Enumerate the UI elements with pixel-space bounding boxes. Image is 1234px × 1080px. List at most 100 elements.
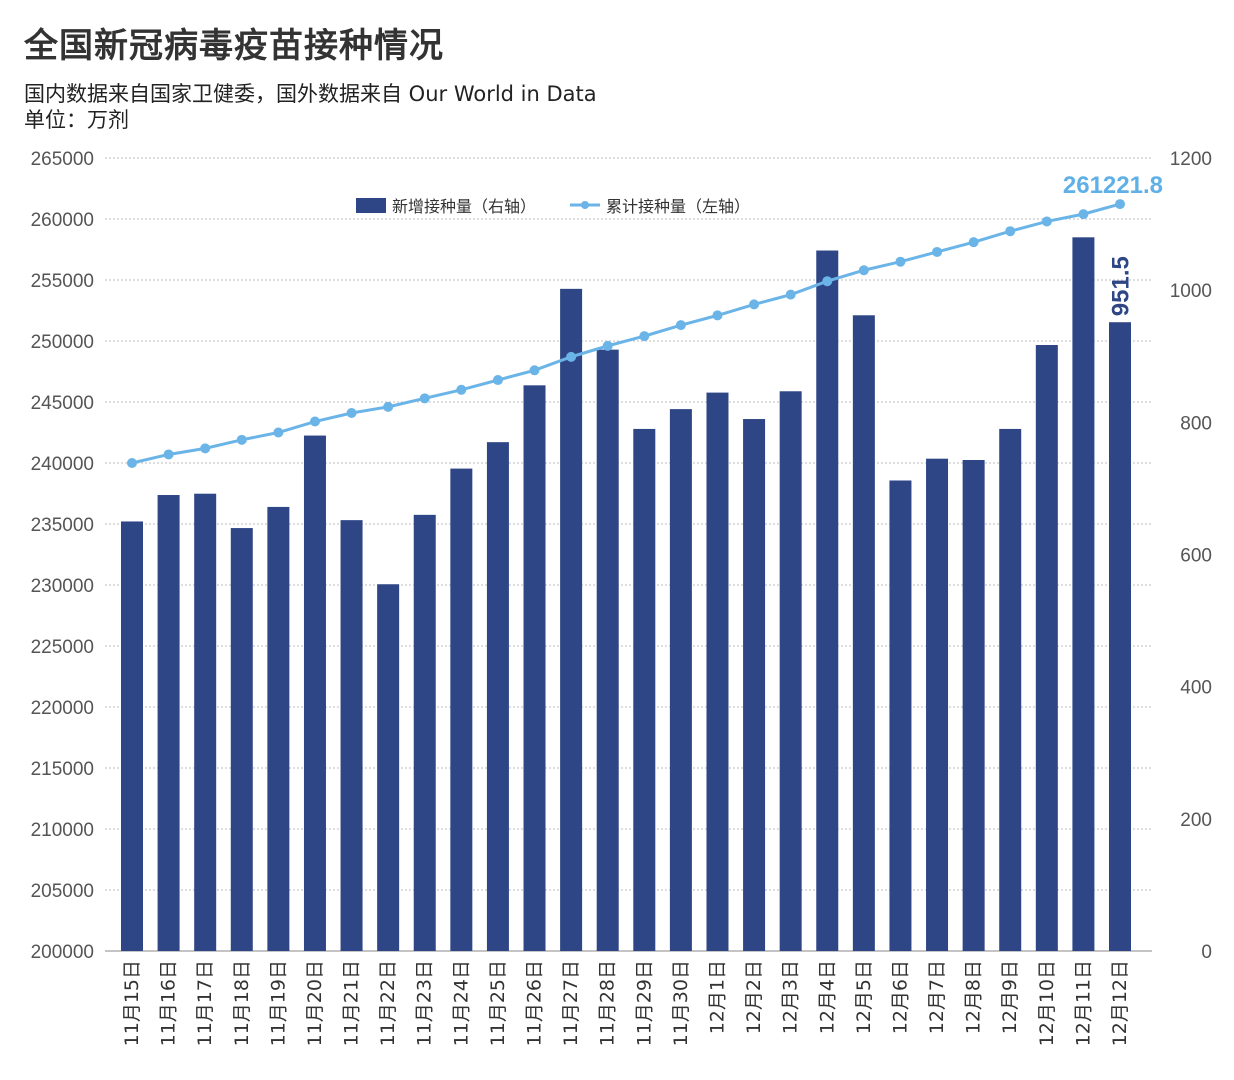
bar [486, 442, 509, 951]
x-axis-tick-label: 12月1日 [706, 960, 728, 1034]
line-point [639, 331, 650, 342]
x-axis-tick-label: 12月3日 [780, 960, 802, 1034]
x-axis-tick-label: 12月7日 [926, 960, 948, 1034]
x-axis-tick-label: 11月23日 [414, 960, 436, 1046]
bar [377, 584, 400, 951]
bar [303, 435, 326, 951]
bar [669, 409, 692, 951]
bar [852, 315, 875, 951]
bar [1035, 345, 1058, 951]
line-point [1005, 226, 1016, 237]
x-axis-tick-label: 12月8日 [963, 960, 985, 1034]
bar [596, 349, 619, 951]
left-axis-tick-label: 210000 [31, 820, 94, 841]
bar [523, 385, 546, 951]
x-axis-tick-label: 12月10日 [1036, 960, 1058, 1046]
line-point [858, 265, 869, 276]
left-axis-tick-label: 215000 [31, 759, 94, 780]
bar [560, 288, 583, 952]
x-axis-tick-label: 11月30日 [670, 960, 692, 1046]
line-point [383, 401, 394, 412]
line-point [785, 289, 796, 300]
x-axis-tick-label: 11月16日 [158, 960, 180, 1046]
x-axis-tick-label: 12月5日 [853, 960, 875, 1034]
legend-swatch-bar [356, 198, 386, 213]
legend-swatch-point [581, 201, 589, 209]
left-axis-tick-label: 220000 [31, 698, 94, 719]
left-axis-tick-label: 205000 [31, 881, 94, 902]
x-axis-tick-label: 11月22日 [377, 960, 399, 1046]
bar [1072, 237, 1095, 952]
bar [889, 480, 912, 951]
x-axis-tick-label: 12月2日 [743, 960, 765, 1034]
bar [230, 528, 253, 951]
line-point [456, 384, 467, 395]
right-axis-tick-label: 1000 [1170, 281, 1212, 302]
x-axis-tick-label: 12月11日 [1072, 960, 1094, 1046]
line-point [346, 407, 357, 418]
x-axis-tick-label: 11月29日 [633, 960, 655, 1046]
left-axis-tick-label: 240000 [31, 454, 94, 475]
legend-label-line: 累计接种量（左轴） [606, 197, 750, 216]
bar [926, 458, 949, 951]
x-axis-tick-label: 12月12日 [1109, 960, 1131, 1046]
line-point [236, 434, 247, 445]
chart-title: 全国新冠病毒疫苗接种情况 [24, 26, 444, 66]
line-point [932, 246, 943, 257]
right-axis-tick-label: 0 [1201, 942, 1212, 963]
x-axis-tick-label: 12月6日 [889, 960, 911, 1034]
bar [999, 428, 1022, 952]
bar [1109, 322, 1131, 952]
bar [743, 419, 766, 951]
right-axis-tick-label: 400 [1180, 678, 1212, 699]
chart-unit: 单位：万剂 [24, 108, 129, 132]
line-point [566, 351, 577, 362]
left-axis-tick-label: 260000 [31, 210, 94, 231]
left-axis-tick-label: 200000 [31, 942, 94, 963]
left-axis-tick-label: 265000 [31, 149, 94, 170]
bar [450, 468, 473, 951]
x-axis-tick-label: 11月17日 [194, 960, 216, 1046]
x-axis-tick-label: 11月27日 [560, 960, 582, 1046]
left-axis-tick-label: 250000 [31, 332, 94, 353]
x-axis-tick-label: 11月15日 [121, 960, 143, 1046]
line-point [822, 276, 833, 287]
left-axis-tick-label: 225000 [31, 637, 94, 658]
left-axis-tick-label: 255000 [31, 271, 94, 292]
chart-subtitle: 国内数据来自国家卫健委，国外数据来自 Our World in Data [24, 82, 597, 106]
line-point [273, 427, 284, 438]
x-axis-tick-label: 11月25日 [487, 960, 509, 1046]
bar [121, 521, 143, 951]
x-axis-tick-label: 11月28日 [597, 960, 619, 1046]
x-axis-tick-label: 11月20日 [304, 960, 326, 1046]
line-point [712, 310, 723, 321]
cumulative-line [131, 202, 1121, 465]
bar [633, 428, 656, 952]
x-axis-tick-label: 11月18日 [231, 960, 253, 1046]
x-axis-tick-label: 12月9日 [999, 960, 1021, 1034]
line-point [419, 393, 430, 404]
line-point [749, 299, 760, 310]
line-point [1078, 209, 1089, 220]
right-axis-tick-label: 800 [1180, 413, 1212, 434]
line-point [602, 340, 613, 351]
new-data-label: 951.5 [1108, 256, 1135, 316]
bar [157, 495, 180, 951]
left-axis-tick-label: 235000 [31, 515, 94, 536]
bar [706, 392, 729, 951]
line-point [529, 365, 540, 376]
right-axis-tick-label: 1200 [1170, 149, 1212, 170]
line-point [675, 320, 686, 331]
bar [413, 514, 436, 951]
bar [962, 460, 985, 951]
line-point [127, 458, 137, 468]
bar [194, 493, 217, 951]
x-axis-tick-label: 12月4日 [816, 960, 838, 1034]
left-axis-tick-label: 230000 [31, 576, 94, 597]
left-axis-tick-label: 245000 [31, 393, 94, 414]
bar [267, 506, 290, 951]
bar [779, 391, 802, 951]
line-point [492, 375, 503, 386]
x-axis-tick-label: 11月21日 [341, 960, 363, 1046]
